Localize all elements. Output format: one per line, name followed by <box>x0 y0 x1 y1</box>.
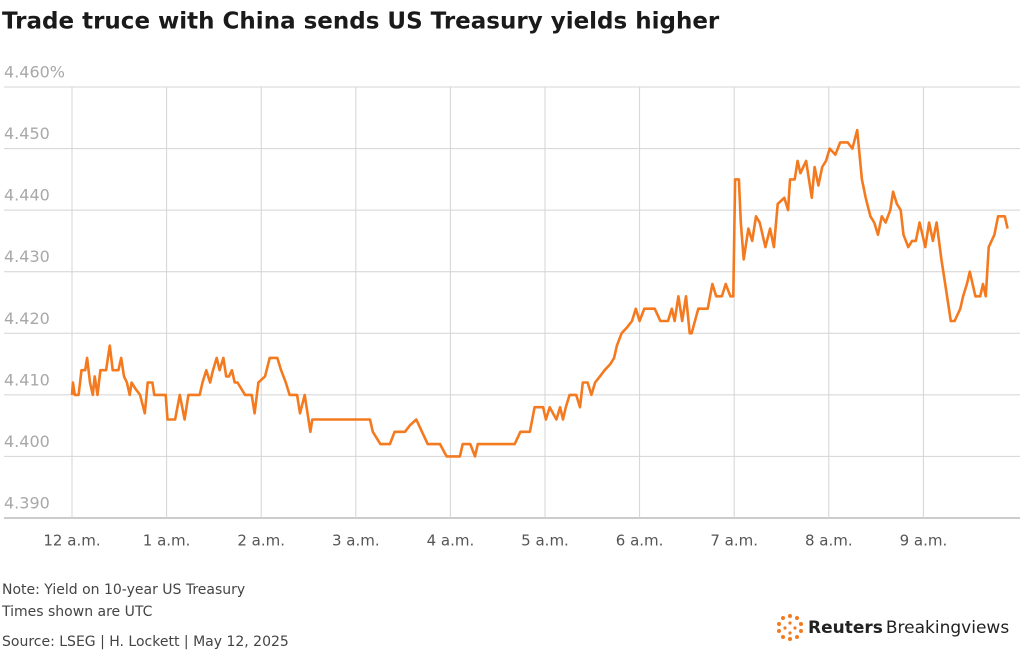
y-tick-label: 4.460% <box>4 63 65 82</box>
y-tick-label: 4.420 <box>4 309 50 328</box>
chart-title: Trade truce with China sends US Treasury… <box>2 9 720 35</box>
x-tick-label: 6 a.m. <box>616 532 664 550</box>
x-tick-label: 4 a.m. <box>427 532 475 550</box>
x-tick-label: 5 a.m. <box>521 532 569 550</box>
x-tick-label: 12 a.m. <box>43 532 100 550</box>
brand-logo <box>777 614 803 641</box>
x-tick-label: 9 a.m. <box>900 532 948 550</box>
source: Source: LSEG | H. Lockett | May 12, 2025 <box>2 634 289 650</box>
x-tick-label: 3 a.m. <box>332 532 380 550</box>
y-tick-label: 4.450 <box>4 124 50 143</box>
y-tick-label: 4.400 <box>4 432 50 451</box>
note: Times shown are UTC <box>1 604 153 620</box>
y-tick-label: 4.430 <box>4 247 50 266</box>
x-tick-label: 1 a.m. <box>143 532 191 550</box>
line <box>70 128 1009 458</box>
note: Note: Yield on 10-year US Treasury <box>2 582 245 598</box>
brand-product: Breakingviews <box>886 618 1009 638</box>
brand: Reuters Breakingviews <box>808 618 1009 638</box>
brand-name: Reuters <box>808 618 883 638</box>
x-tick-label: 2 a.m. <box>237 532 285 550</box>
x-tick-label: 7 a.m. <box>710 532 758 550</box>
x-tick-label: 8 a.m. <box>805 532 853 550</box>
y-tick-label: 4.390 <box>4 494 50 513</box>
y-tick-label: 4.410 <box>4 370 50 389</box>
y-tick-label: 4.440 <box>4 186 50 205</box>
